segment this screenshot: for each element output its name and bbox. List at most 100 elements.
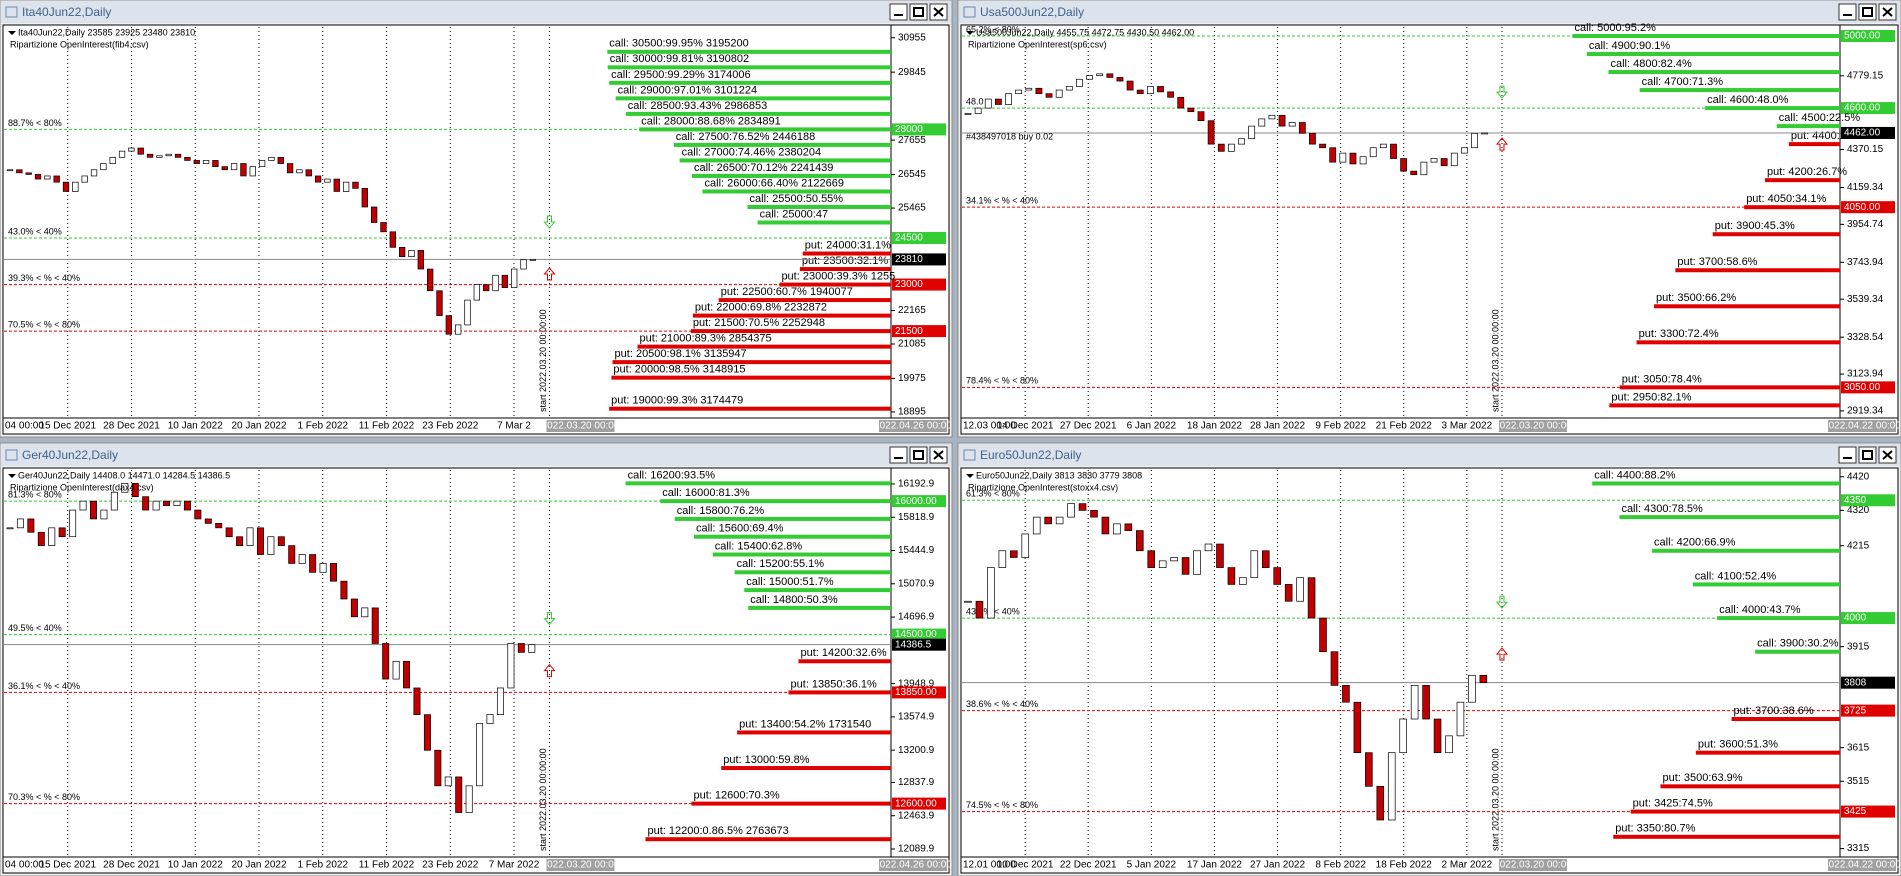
oi-bar [1660,784,1840,789]
close-button[interactable] [929,3,948,21]
oi-bar [1608,70,1840,75]
restore-button[interactable] [1858,446,1877,464]
oi-bar-label: call: 30000:99.81% 3190802 [610,53,749,65]
chart-window: Euro50Jun22,Daily 4420 4320 4215 3915 3615 351… [957,442,1901,876]
candle [1399,718,1407,754]
oi-bar [691,173,891,178]
candle [1135,530,1144,552]
x-tick-label: 23 Feb 2022 [422,421,479,432]
minimize-button[interactable] [889,3,908,21]
x-tick-label: 23 Feb 2022 [422,860,479,871]
x-tick-label: 2022.03.20 00:00 [542,860,620,871]
minimize-button-box[interactable] [889,3,908,21]
restore-button-box[interactable] [1858,446,1877,464]
restore-button[interactable] [909,3,928,21]
candle [403,660,411,689]
y-tick-label: 12463.9 [898,810,935,821]
candle [6,169,14,172]
oi-bar [694,534,891,539]
minimize-button-box[interactable] [1838,446,1857,464]
icon [1843,14,1852,16]
level-label: 36.1% < % < 40% [8,681,80,691]
level-tag-label: 3725 [1844,705,1867,716]
oi-bar [779,282,891,287]
oi-bar [799,267,891,272]
minimize-button[interactable] [1838,446,1857,464]
minimize-button-box[interactable] [1838,3,1857,21]
restore-button[interactable] [1858,3,1877,21]
level-tag-label: 21500 [895,326,923,337]
candle [1113,523,1121,535]
oi-bar [788,690,891,695]
icon [1882,7,1893,17]
price-tag [1841,676,1895,689]
date-box [546,859,615,871]
icon [913,450,924,460]
chart-source: Ripartizione OpenInterest(sp6.csv) [968,39,1107,49]
oi-bar [625,481,891,486]
candle [6,527,14,530]
minimize-button[interactable] [889,446,908,464]
y-tick-label: 15818.9 [898,512,935,523]
candle [53,175,60,183]
candle [1010,550,1018,558]
restore-button[interactable] [909,446,928,464]
oi-bar [744,588,891,593]
level-label: 61.3% < 80% [966,489,1020,499]
oi-bar [691,801,891,806]
level-tag [892,278,946,291]
title-bar [1,1,951,23]
oi-bar [1639,88,1840,93]
candle [1248,125,1256,140]
minimize-button-box[interactable] [889,446,908,464]
start-label: start 2022.03.20 00:00:00 [538,309,548,412]
candle [392,660,400,680]
oi-bar-label: call: 4800:82.4% [1610,58,1692,70]
candle [1207,120,1215,145]
x-tick-label: 3 Mar 2022 [1442,421,1493,432]
oi-bar-label: put: 23000:39.3% 1255 [781,270,895,282]
candle [258,160,266,167]
close-button[interactable] [1878,446,1897,464]
oi-bar-label: put: 12600:70.3% [693,790,779,802]
candle [1369,147,1377,158]
level-tag [1841,102,1895,115]
oi-bar-label: call: 16200:93.5% [628,469,716,481]
chart-area [960,24,1899,435]
candle [380,222,387,233]
restore-button-box[interactable] [1858,3,1877,21]
candle [131,482,139,498]
oi-bar-label: call: 5000:95.2% [1575,22,1657,34]
close-button[interactable] [929,446,948,464]
oi-bar-label: put: 21000:89.3% 2854375 [640,333,772,345]
candle [517,643,525,653]
candle [1268,114,1276,120]
candle [230,163,238,171]
oi-bar-label: call: 26000:66.40% 2122669 [705,177,844,189]
candle [1032,516,1041,535]
oi-bar-label: put: 3050:78.4% [1622,373,1702,385]
oi-bar-label: put: 24000:31.1% [805,239,891,251]
restore-button-box[interactable] [909,3,928,21]
x-tick-label: 18 Jan 2022 [1187,421,1242,432]
oi-bar [674,516,891,521]
minimize-button[interactable] [1838,3,1857,21]
candle [286,163,294,174]
candle [1420,161,1428,176]
x-tick-label: 1 Feb 2022 [297,421,348,432]
candle [221,166,228,171]
level-tag-label: 4000 [1844,613,1867,624]
y-tick-label: 3743.94 [1847,257,1884,268]
y-tick-label: 30955 [898,32,926,43]
candle [156,155,163,158]
restore-button-box[interactable] [909,446,928,464]
down-arrow [1495,595,1509,609]
candle [100,509,108,520]
candle [1342,685,1350,703]
info-arrow [8,31,16,35]
level-tag-label: 3425 [1844,806,1867,817]
oi-bar-label: call: 29000:97.01% 3101224 [618,84,757,96]
close-button[interactable] [1878,3,1897,21]
info-arrow [8,474,16,478]
